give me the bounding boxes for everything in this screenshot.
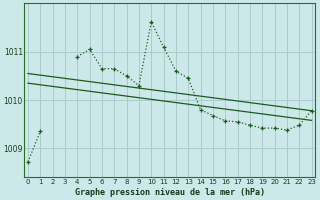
X-axis label: Graphe pression niveau de la mer (hPa): Graphe pression niveau de la mer (hPa) bbox=[75, 188, 265, 197]
